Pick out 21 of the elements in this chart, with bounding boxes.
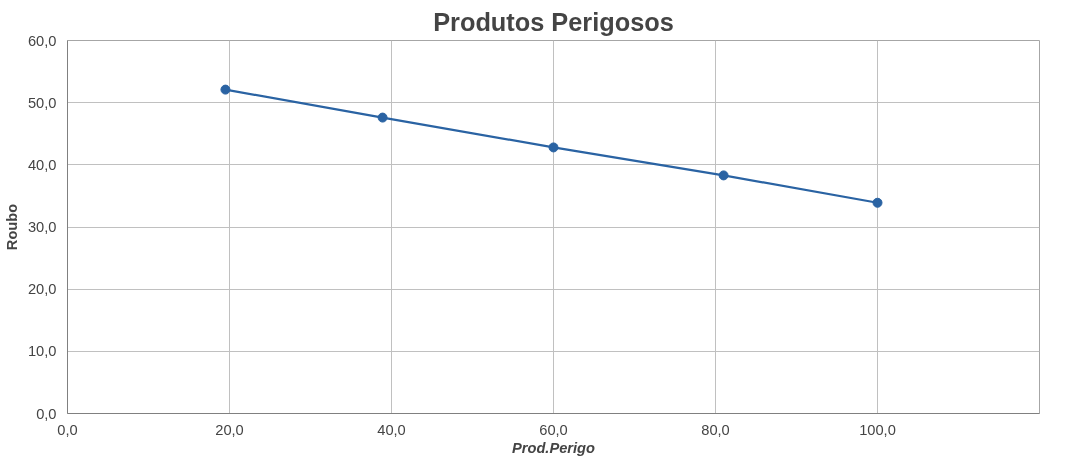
x-axis-title: Prod.Perigo: [511, 439, 596, 456]
x-tick-label: 40,0: [377, 421, 406, 438]
x-tick-label: 60,0: [539, 421, 568, 438]
x-tick-label: 20,0: [215, 421, 244, 438]
point: [548, 142, 559, 153]
point: [872, 197, 883, 208]
point: [220, 84, 231, 95]
point: [718, 170, 729, 181]
x-tick-label: 0,0: [57, 421, 78, 438]
x-tick-label: 80,0: [701, 421, 730, 438]
chart-title: Produtos Perigosos: [433, 7, 674, 36]
y-tick-label: 60,0: [27, 32, 57, 49]
y-axis-title: Roubo: [3, 203, 20, 251]
y-tick-label: 30,0: [27, 219, 57, 235]
y-tick-label: 10,0: [27, 343, 57, 360]
y-tick-label: 50,0: [27, 94, 57, 111]
x-tick-label: 100,0: [859, 421, 896, 438]
y-tick-label: 20,0: [27, 281, 57, 298]
point: [377, 112, 388, 123]
y-tick-label: 0,0: [36, 405, 57, 422]
y-tick-label: 40,0: [27, 156, 57, 173]
